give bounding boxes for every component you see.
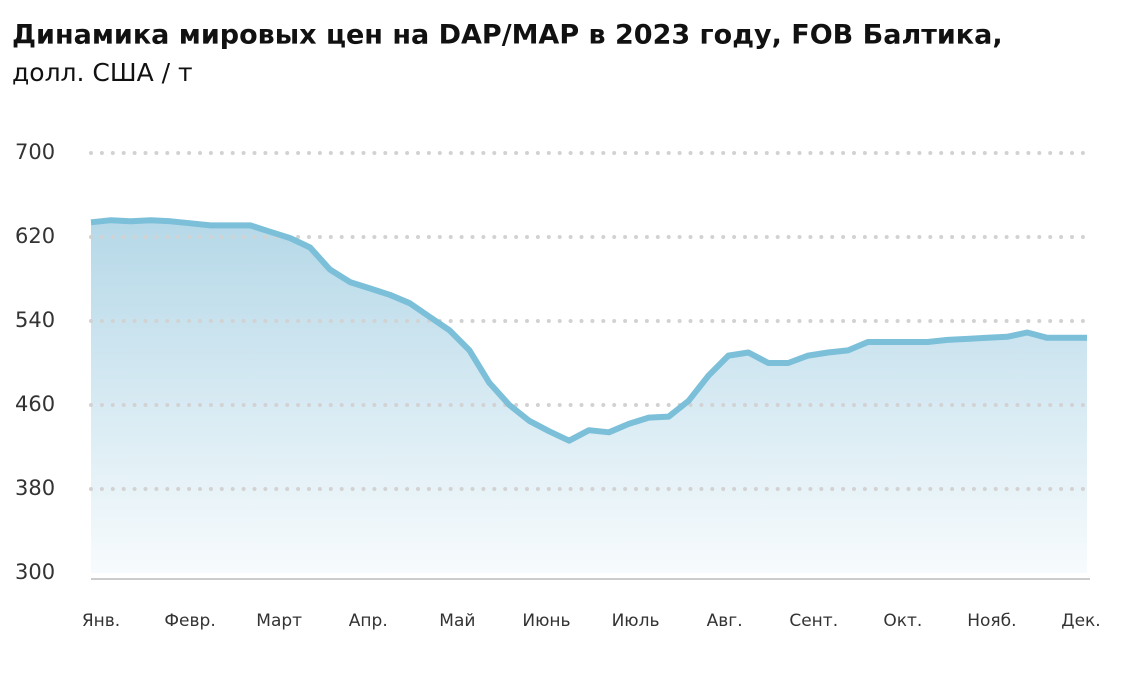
- chart-subtitle: долл. США / т: [12, 58, 193, 87]
- x-tick-label: Март: [256, 611, 302, 631]
- x-tick-label: Апр.: [349, 611, 388, 631]
- line: [90, 217, 1087, 444]
- area-fill: [91, 220, 1087, 573]
- y-tick-label: 300: [15, 560, 55, 584]
- x-tick-label: Сент.: [789, 611, 838, 631]
- y-tick-label: 460: [15, 392, 55, 416]
- x-tick-label: Дек.: [1061, 611, 1100, 631]
- x-tick-label: Авг.: [707, 611, 743, 631]
- y-tick-label: 380: [15, 476, 55, 500]
- x-tick-label: Янв.: [82, 611, 120, 631]
- x-tick-label: Май: [439, 611, 475, 631]
- x-tick-label: Окт.: [883, 611, 922, 631]
- x-tick-label: Июль: [612, 611, 660, 631]
- x-tick-label: Февр.: [164, 611, 215, 631]
- x-tick-label: Нояб.: [967, 611, 1016, 631]
- y-tick-label: 700: [15, 140, 55, 164]
- x-tick-label: Июнь: [522, 611, 570, 631]
- chart-title: Динамика мировых цен на DAP/MAP в 2023 г…: [12, 20, 1003, 51]
- y-tick-label: 620: [15, 224, 55, 248]
- y-tick-label: 540: [15, 308, 55, 332]
